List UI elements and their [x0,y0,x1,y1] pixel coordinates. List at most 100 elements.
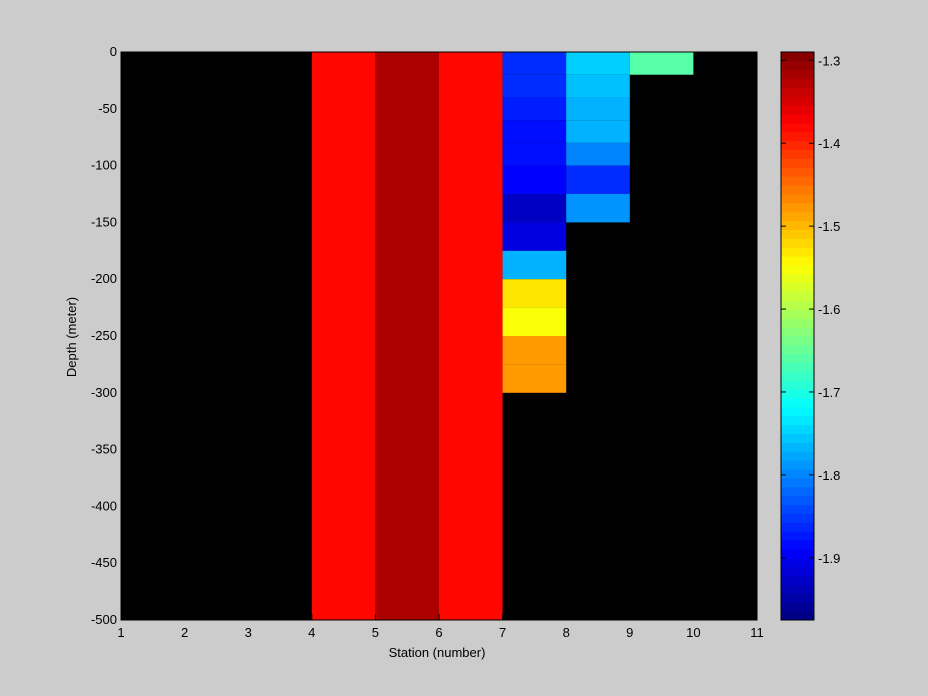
colorbar-swatch [781,247,814,257]
colorbar-swatch [781,433,814,443]
x-tick-label: 9 [626,625,633,640]
colorbar-swatch [781,96,814,106]
colorbar-swatch [781,344,814,355]
heatmap-cell [502,194,567,223]
x-tick-label: 4 [308,625,315,640]
colorbar-swatch [781,318,814,328]
colorbar-swatch [781,185,814,195]
colorbar-swatch [781,60,814,71]
colorbar-tick-label: -1.8 [818,468,840,483]
colorbar-swatch [781,486,814,497]
colorbar-swatch [781,602,814,612]
heatmap-cell [566,165,630,194]
colorbar-swatch [781,549,814,559]
x-tick-label: 3 [245,625,252,640]
heatmap-cell [502,336,567,365]
colorbar-swatch [781,540,814,550]
heatmap-cell [502,279,567,308]
heatmap-cell [566,120,630,143]
colorbar-swatch [781,380,814,390]
colorbar-swatch [781,202,814,213]
y-tick-label: 0 [110,44,117,59]
colorbar-swatch [781,478,814,488]
colorbar-swatch [781,265,814,275]
colorbar-swatch [781,158,814,168]
colorbar-swatch [781,300,814,310]
y-axis-label: Depth (meter) [64,297,79,377]
heatmap-cell [566,74,630,98]
colorbar-tick-label: -1.4 [818,136,840,151]
colorbar-swatch [781,327,814,337]
colorbar-swatch [781,415,814,426]
heatmap-cell [502,52,567,75]
colorbar-tick-label: -1.6 [818,302,840,317]
colorbar-swatch [781,460,814,470]
y-tick-label: -200 [91,271,117,286]
colorbar-swatch [781,220,814,230]
colorbar-swatch [781,149,814,159]
y-tick-label: -250 [91,328,117,343]
colorbar-swatch [781,123,814,133]
colorbar-swatch [781,87,814,97]
x-tick-label: 5 [372,625,379,640]
colorbar-swatch [781,336,814,346]
heatmap-cell [566,194,630,223]
colorbar-swatch [781,353,814,364]
colorbar-swatch [781,291,814,301]
colorbar-swatch [781,238,814,248]
heatmap-cell [566,142,630,166]
colorbar-swatch [781,78,814,88]
y-tick-label: -100 [91,158,117,173]
colorbar-swatch [781,522,814,532]
heatmap-cell [502,120,567,143]
heatmap-cell [566,52,630,75]
heatmap-cell [375,52,439,620]
colorbar-swatch [781,389,814,399]
colorbar-swatch [781,282,814,293]
heatmap-cell [629,52,694,75]
colorbar-swatch [781,398,814,408]
x-tick-label: 11 [750,625,764,640]
heatmap-cell [502,307,567,336]
y-tick-label: -400 [91,498,117,513]
colorbar-swatch [781,309,814,319]
colorbar-swatch [781,593,814,603]
colorbar-swatch [781,273,814,284]
colorbar-swatch [781,69,814,80]
colorbar-swatch [781,513,814,523]
x-tick-label: 7 [499,625,506,640]
x-tick-label: 2 [181,625,188,640]
heatmap-cell [502,142,567,166]
heatmap-cell [502,364,567,393]
colorbar-swatch [781,575,814,585]
colorbar-swatch [781,194,814,204]
colorbar-swatch [781,469,814,479]
heatmap-cell [502,222,567,251]
colorbar-swatch [781,557,814,568]
colorbar-swatch [781,451,814,461]
colorbar-swatch [781,566,814,577]
x-tick-label: 10 [686,625,700,640]
colorbar-swatch [781,256,814,266]
y-tick-label: -350 [91,442,117,457]
colorbar-tick-label: -1.9 [818,551,840,566]
x-tick-label: 1 [117,625,124,640]
y-tick-label: -300 [91,385,117,400]
y-tick-label: -500 [91,612,117,627]
y-tick-label: -450 [91,555,117,570]
colorbar-swatch [781,424,814,435]
x-axis-label: Station (number) [389,645,486,660]
colorbar-swatch [781,52,814,62]
colorbar-swatch [781,371,814,381]
colorbar-swatch [781,114,814,124]
heatmap-cells [311,52,694,620]
colorbar-tick-label: -1.3 [818,53,840,68]
colorbar-swatch [781,442,814,452]
colorbar-swatch [781,504,814,514]
heatmap-cell [502,97,567,121]
colorbar-tick-label: -1.5 [818,219,840,234]
colorbar-swatch [781,131,814,142]
colorbar-swatch [781,229,814,239]
colorbar-swatch [781,584,814,594]
